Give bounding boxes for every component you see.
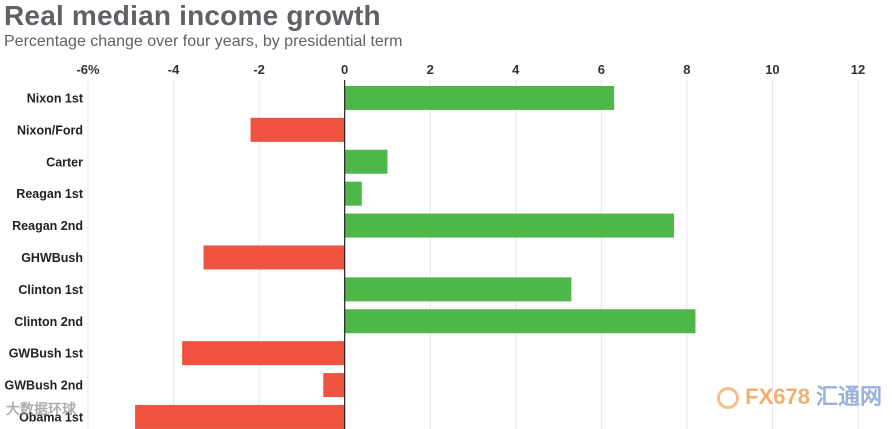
- x-tick-label: 12: [851, 62, 865, 77]
- x-tick-label: 0: [341, 62, 348, 77]
- category-label: Nixon 1st: [27, 91, 84, 105]
- watermark-brand: FX678: [745, 384, 810, 409]
- category-label: Nixon/Ford: [17, 123, 83, 137]
- bar-carter: [344, 149, 388, 174]
- left-watermark: 大数据环球: [6, 401, 76, 417]
- chart-subtitle: Percentage change over four years, by pr…: [4, 33, 403, 50]
- bar-gwbush-1st: [182, 341, 345, 366]
- category-label: GWBush 1st: [9, 347, 84, 361]
- category-label: Clinton 1st: [18, 283, 83, 297]
- bar-nixon-1st: [344, 85, 615, 110]
- x-tick-label: 10: [765, 62, 779, 77]
- category-label: Carter: [46, 155, 83, 169]
- bar-reagan-2nd: [344, 213, 675, 238]
- bar-gwbush-2nd: [323, 373, 345, 398]
- x-tick-label: -6%: [76, 62, 100, 77]
- x-tick-label: 6: [598, 62, 605, 77]
- category-label: Clinton 2nd: [14, 315, 83, 329]
- bars: [135, 85, 696, 429]
- fx678-logo-icon: [717, 387, 740, 410]
- bar-nixon-ford: [250, 117, 345, 142]
- bar-ghwbush: [203, 245, 345, 270]
- category-label: Obama 1st: [19, 410, 84, 424]
- x-axis-tick-labels: -6% -4 -2 0 2 4 6 8 10 12: [76, 62, 865, 77]
- bar-obama-1st: [135, 404, 345, 429]
- category-label: GHWBush: [21, 251, 83, 265]
- fx678-watermark: FX678 汇通网: [717, 379, 882, 411]
- category-labels: Nixon 1st Nixon/Ford Carter Reagan 1st Reaga…: [5, 91, 84, 424]
- category-label: Reagan 1st: [16, 187, 84, 201]
- x-tick-label: 8: [683, 62, 690, 77]
- x-tick-label: 2: [427, 62, 434, 77]
- bar-clinton-1st: [344, 277, 572, 302]
- gridlines: [87, 80, 859, 429]
- category-label: Reagan 2nd: [12, 219, 83, 233]
- bar-clinton-2nd: [344, 309, 696, 334]
- chart-title: Real median income growth: [4, 0, 381, 31]
- watermark-cn: 汇通网: [815, 384, 882, 409]
- x-tick-label: 4: [512, 62, 520, 77]
- x-tick-label: -4: [168, 62, 180, 77]
- bar-reagan-1st: [344, 181, 362, 206]
- category-label: GWBush 2nd: [5, 379, 83, 393]
- x-tick-label: -2: [253, 62, 265, 77]
